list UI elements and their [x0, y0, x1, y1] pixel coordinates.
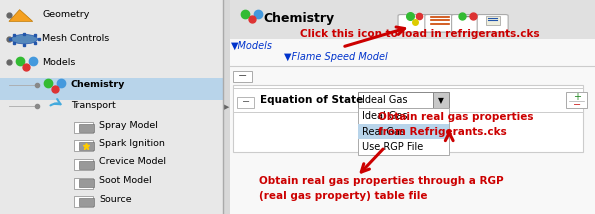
- Text: ▼Flame Speed Model: ▼Flame Speed Model: [284, 52, 388, 62]
- FancyBboxPatch shape: [74, 140, 93, 151]
- Text: Soot Model: Soot Model: [99, 176, 152, 185]
- Text: +: +: [572, 92, 581, 102]
- Text: Obtain real gas properties through a RGP: Obtain real gas properties through a RGP: [259, 176, 503, 186]
- FancyBboxPatch shape: [79, 142, 94, 150]
- FancyBboxPatch shape: [433, 92, 449, 108]
- Text: Models: Models: [42, 58, 76, 67]
- Text: (real gas property) table file: (real gas property) table file: [259, 191, 427, 201]
- FancyBboxPatch shape: [237, 97, 254, 108]
- FancyBboxPatch shape: [79, 124, 94, 132]
- Text: Transport: Transport: [71, 101, 115, 110]
- FancyBboxPatch shape: [79, 179, 94, 187]
- FancyBboxPatch shape: [74, 159, 93, 170]
- Text: ▼: ▼: [438, 96, 444, 105]
- Text: Chemistry: Chemistry: [71, 80, 125, 89]
- Text: Real Gas: Real Gas: [362, 127, 405, 137]
- FancyBboxPatch shape: [74, 196, 93, 207]
- FancyBboxPatch shape: [74, 178, 93, 189]
- Text: Mesh Controls: Mesh Controls: [42, 34, 109, 43]
- Text: ▼Models: ▼Models: [231, 41, 274, 51]
- Text: −: −: [237, 71, 247, 81]
- FancyBboxPatch shape: [223, 0, 230, 214]
- Text: Click this icon to load in refrigerants.cks: Click this icon to load in refrigerants.…: [300, 29, 540, 39]
- Text: Geometry: Geometry: [42, 10, 90, 19]
- Text: Ideal Gas: Ideal Gas: [362, 95, 408, 106]
- FancyBboxPatch shape: [452, 15, 483, 32]
- Text: Use RGP File: Use RGP File: [362, 142, 424, 152]
- FancyBboxPatch shape: [398, 15, 429, 32]
- Circle shape: [11, 34, 37, 44]
- Polygon shape: [9, 10, 33, 21]
- Text: Spray Model: Spray Model: [99, 121, 158, 130]
- FancyBboxPatch shape: [477, 15, 508, 32]
- Text: Source: Source: [99, 195, 132, 204]
- Text: Crevice Model: Crevice Model: [99, 158, 167, 166]
- FancyBboxPatch shape: [74, 122, 93, 133]
- Text: −: −: [242, 97, 250, 107]
- Text: Spark Ignition: Spark Ignition: [99, 139, 165, 148]
- FancyBboxPatch shape: [358, 108, 449, 155]
- FancyBboxPatch shape: [358, 92, 433, 108]
- Text: ▶: ▶: [224, 104, 230, 110]
- FancyBboxPatch shape: [233, 71, 252, 82]
- FancyBboxPatch shape: [486, 16, 500, 25]
- FancyBboxPatch shape: [230, 39, 595, 214]
- FancyBboxPatch shape: [358, 124, 449, 139]
- Text: Chemistry: Chemistry: [263, 12, 334, 25]
- Text: from Refrigerants.cks: from Refrigerants.cks: [378, 127, 506, 137]
- FancyBboxPatch shape: [230, 0, 595, 39]
- FancyBboxPatch shape: [566, 92, 587, 108]
- FancyBboxPatch shape: [79, 198, 94, 206]
- Text: Ideal Gas: Ideal Gas: [362, 111, 408, 121]
- Text: Equation of State: Equation of State: [260, 95, 364, 105]
- Text: −: −: [572, 100, 581, 110]
- FancyBboxPatch shape: [425, 15, 456, 32]
- FancyBboxPatch shape: [233, 88, 583, 112]
- FancyBboxPatch shape: [79, 160, 94, 169]
- FancyBboxPatch shape: [0, 0, 223, 214]
- FancyBboxPatch shape: [233, 85, 583, 152]
- FancyBboxPatch shape: [0, 78, 223, 100]
- Text: Obtain real gas properties: Obtain real gas properties: [378, 112, 533, 122]
